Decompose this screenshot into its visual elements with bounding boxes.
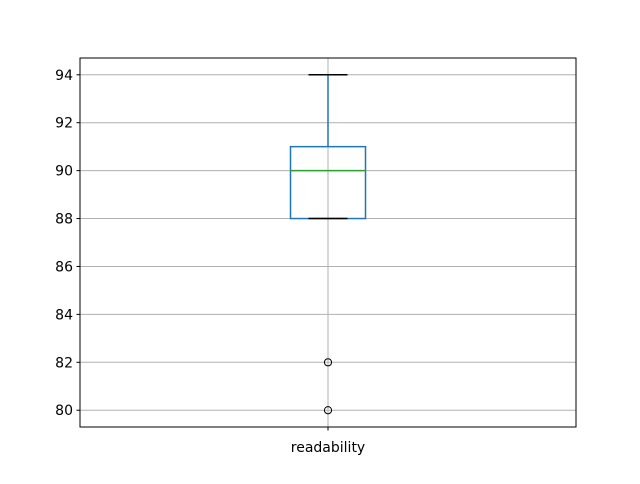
outlier-point bbox=[323, 406, 333, 415]
y-tick-label: 86 bbox=[55, 259, 73, 275]
outlier-point bbox=[323, 358, 333, 367]
x-tick-label: readability bbox=[291, 440, 365, 456]
y-tick-label: 88 bbox=[55, 212, 73, 228]
y-tick-label: 92 bbox=[55, 116, 73, 132]
y-tick-label: 80 bbox=[55, 403, 73, 419]
y-tick-label: 82 bbox=[55, 355, 73, 371]
y-tick-label: 84 bbox=[55, 307, 73, 323]
y-tick-label: 90 bbox=[55, 164, 73, 180]
y-tick-label: 94 bbox=[55, 68, 73, 84]
